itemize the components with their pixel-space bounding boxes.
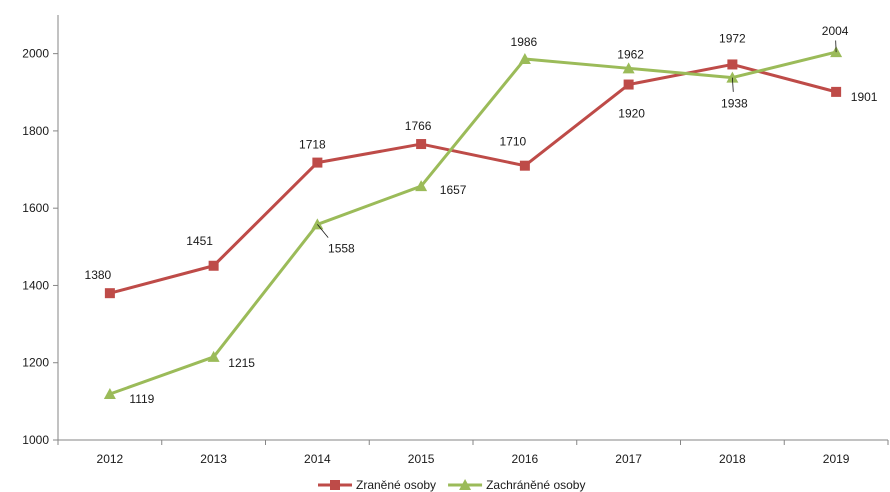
data-label: 2004 bbox=[822, 24, 849, 38]
x-tick-label: 2019 bbox=[823, 452, 850, 466]
data-label: 1657 bbox=[440, 183, 467, 197]
data-label: 1972 bbox=[719, 31, 746, 45]
x-tick-label: 2016 bbox=[512, 452, 539, 466]
data-point bbox=[208, 260, 219, 271]
data-label: 1451 bbox=[186, 234, 213, 248]
data-label: 1986 bbox=[511, 35, 538, 49]
data-point bbox=[207, 350, 220, 362]
series-line bbox=[109, 62, 837, 295]
data-point bbox=[727, 59, 738, 70]
data-point bbox=[311, 218, 324, 230]
data-label: 1380 bbox=[85, 268, 112, 282]
data-point bbox=[831, 86, 842, 97]
data-point bbox=[416, 139, 427, 150]
data-point bbox=[104, 288, 115, 299]
legend: Zraněné osoby Zachráněné osoby bbox=[318, 478, 585, 492]
data-label: 1962 bbox=[617, 47, 644, 61]
x-tick-label: 2018 bbox=[719, 452, 746, 466]
legend-label: Zraněné osoby bbox=[356, 478, 436, 492]
data-point bbox=[623, 79, 634, 90]
x-tick-label: 2017 bbox=[615, 452, 642, 466]
data-point bbox=[415, 180, 428, 192]
data-label: 1938 bbox=[721, 97, 748, 111]
x-tick-label: 2014 bbox=[304, 452, 331, 466]
data-label: 1920 bbox=[618, 107, 645, 121]
data-point bbox=[519, 160, 530, 171]
data-point bbox=[103, 388, 116, 400]
data-label: 1766 bbox=[405, 119, 432, 133]
x-tick-label: 2012 bbox=[97, 452, 124, 466]
data-label: 1215 bbox=[228, 356, 255, 370]
y-tick-label: 1400 bbox=[22, 278, 49, 292]
data-point bbox=[312, 157, 323, 168]
data-point bbox=[622, 62, 635, 74]
data-label: 1558 bbox=[328, 241, 355, 255]
data-label: 1710 bbox=[500, 135, 527, 149]
data-label: 1901 bbox=[851, 90, 878, 104]
data-point bbox=[518, 53, 531, 65]
legend-item: Zraněné osoby bbox=[318, 478, 436, 492]
y-tick-label: 2000 bbox=[22, 47, 49, 61]
y-tick-label: 1000 bbox=[22, 433, 49, 447]
y-axis: 1000 1200 1400 1600 1800 2000 bbox=[22, 15, 59, 447]
y-tick-label: 1800 bbox=[22, 124, 49, 138]
x-tick-label: 2015 bbox=[408, 452, 435, 466]
series-zranene-osoby bbox=[104, 59, 842, 299]
data-labels: 1380 1451 1718 1766 1710 1920 1972 1901 1119 1215… bbox=[85, 24, 878, 406]
legend-marker bbox=[459, 479, 472, 490]
legend-marker bbox=[330, 480, 340, 490]
data-label: 1119 bbox=[129, 392, 154, 406]
legend-item: Zachráněné osoby bbox=[448, 478, 585, 492]
series-line bbox=[109, 50, 837, 396]
x-tick-label: 2013 bbox=[200, 452, 227, 466]
legend-label: Zachráněné osoby bbox=[486, 478, 585, 492]
data-label: 1718 bbox=[299, 138, 326, 152]
x-axis: 2012 2013 2014 2015 2016 2017 2018 2019 bbox=[57, 439, 889, 466]
leader-line bbox=[731, 77, 734, 92]
leader-line bbox=[317, 224, 329, 238]
data-point bbox=[726, 71, 739, 83]
y-tick-label: 1600 bbox=[22, 201, 49, 215]
y-tick-label: 1200 bbox=[22, 356, 49, 370]
